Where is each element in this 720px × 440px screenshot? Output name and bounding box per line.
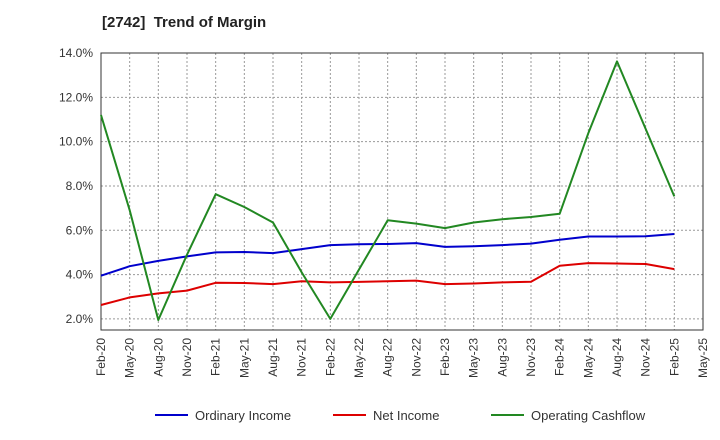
x-tick-label: Aug-23 xyxy=(495,338,509,377)
plot-area-frame xyxy=(100,52,704,331)
legend-label-net-income: Net Income xyxy=(373,408,439,423)
x-tick-label: Nov-20 xyxy=(180,338,194,377)
x-tick-label: Feb-24 xyxy=(553,338,567,376)
x-tick-label: Aug-24 xyxy=(610,338,624,377)
x-tick-label: Aug-22 xyxy=(381,338,395,377)
chart-title: [2742] Trend of Margin xyxy=(102,14,267,31)
y-tick-label: 14.0% xyxy=(59,46,93,60)
x-tick-label: Nov-21 xyxy=(295,338,309,377)
y-tick-label: 6.0% xyxy=(66,223,94,237)
series-group xyxy=(100,60,676,321)
x-tick-label: Feb-20 xyxy=(94,338,108,376)
y-tick-label: 10.0% xyxy=(59,135,93,149)
x-tick-label: Aug-20 xyxy=(151,338,165,377)
x-tick-label: Nov-22 xyxy=(409,338,423,377)
x-tick-label: Feb-21 xyxy=(209,338,223,376)
series-line-ordinary-income xyxy=(100,233,675,277)
y-tick-label: 2.0% xyxy=(66,312,94,326)
x-tick-label: May-22 xyxy=(352,338,366,378)
y-tick-label: 12.0% xyxy=(59,90,93,104)
x-tick-label: Feb-23 xyxy=(438,338,452,376)
legend: Ordinary Income Net Income Operating Cashf… xyxy=(155,408,646,423)
x-tick-label: Nov-24 xyxy=(639,338,653,377)
y-tick-label: 4.0% xyxy=(66,268,94,282)
x-tick-label: May-23 xyxy=(467,338,481,378)
x-axis: Feb-20 May-20 Aug-20 Nov-20 Feb-21 May-21 Aug-… xyxy=(94,338,710,378)
y-axis: 2.0% 4.0% 6.0% 8.0% 10.0% 12.0% 14.0% xyxy=(59,46,93,326)
x-tick-label: May-25 xyxy=(696,338,710,378)
x-tick-label: Feb-22 xyxy=(323,338,337,376)
y-tick-label: 8.0% xyxy=(66,179,94,193)
x-tick-label: May-20 xyxy=(123,338,137,378)
series-line-net-income xyxy=(100,262,675,306)
x-tick-label: Aug-21 xyxy=(266,338,280,377)
legend-label-operating-cashflow: Operating Cashflow xyxy=(531,408,646,423)
series-line-operating-cashflow xyxy=(100,60,676,321)
x-tick-label: Feb-25 xyxy=(667,338,681,376)
legend-label-ordinary-income: Ordinary Income xyxy=(195,408,291,423)
x-tick-label: May-21 xyxy=(237,338,251,378)
x-tick-label: May-24 xyxy=(581,338,595,378)
x-tick-label: Nov-23 xyxy=(524,338,538,377)
